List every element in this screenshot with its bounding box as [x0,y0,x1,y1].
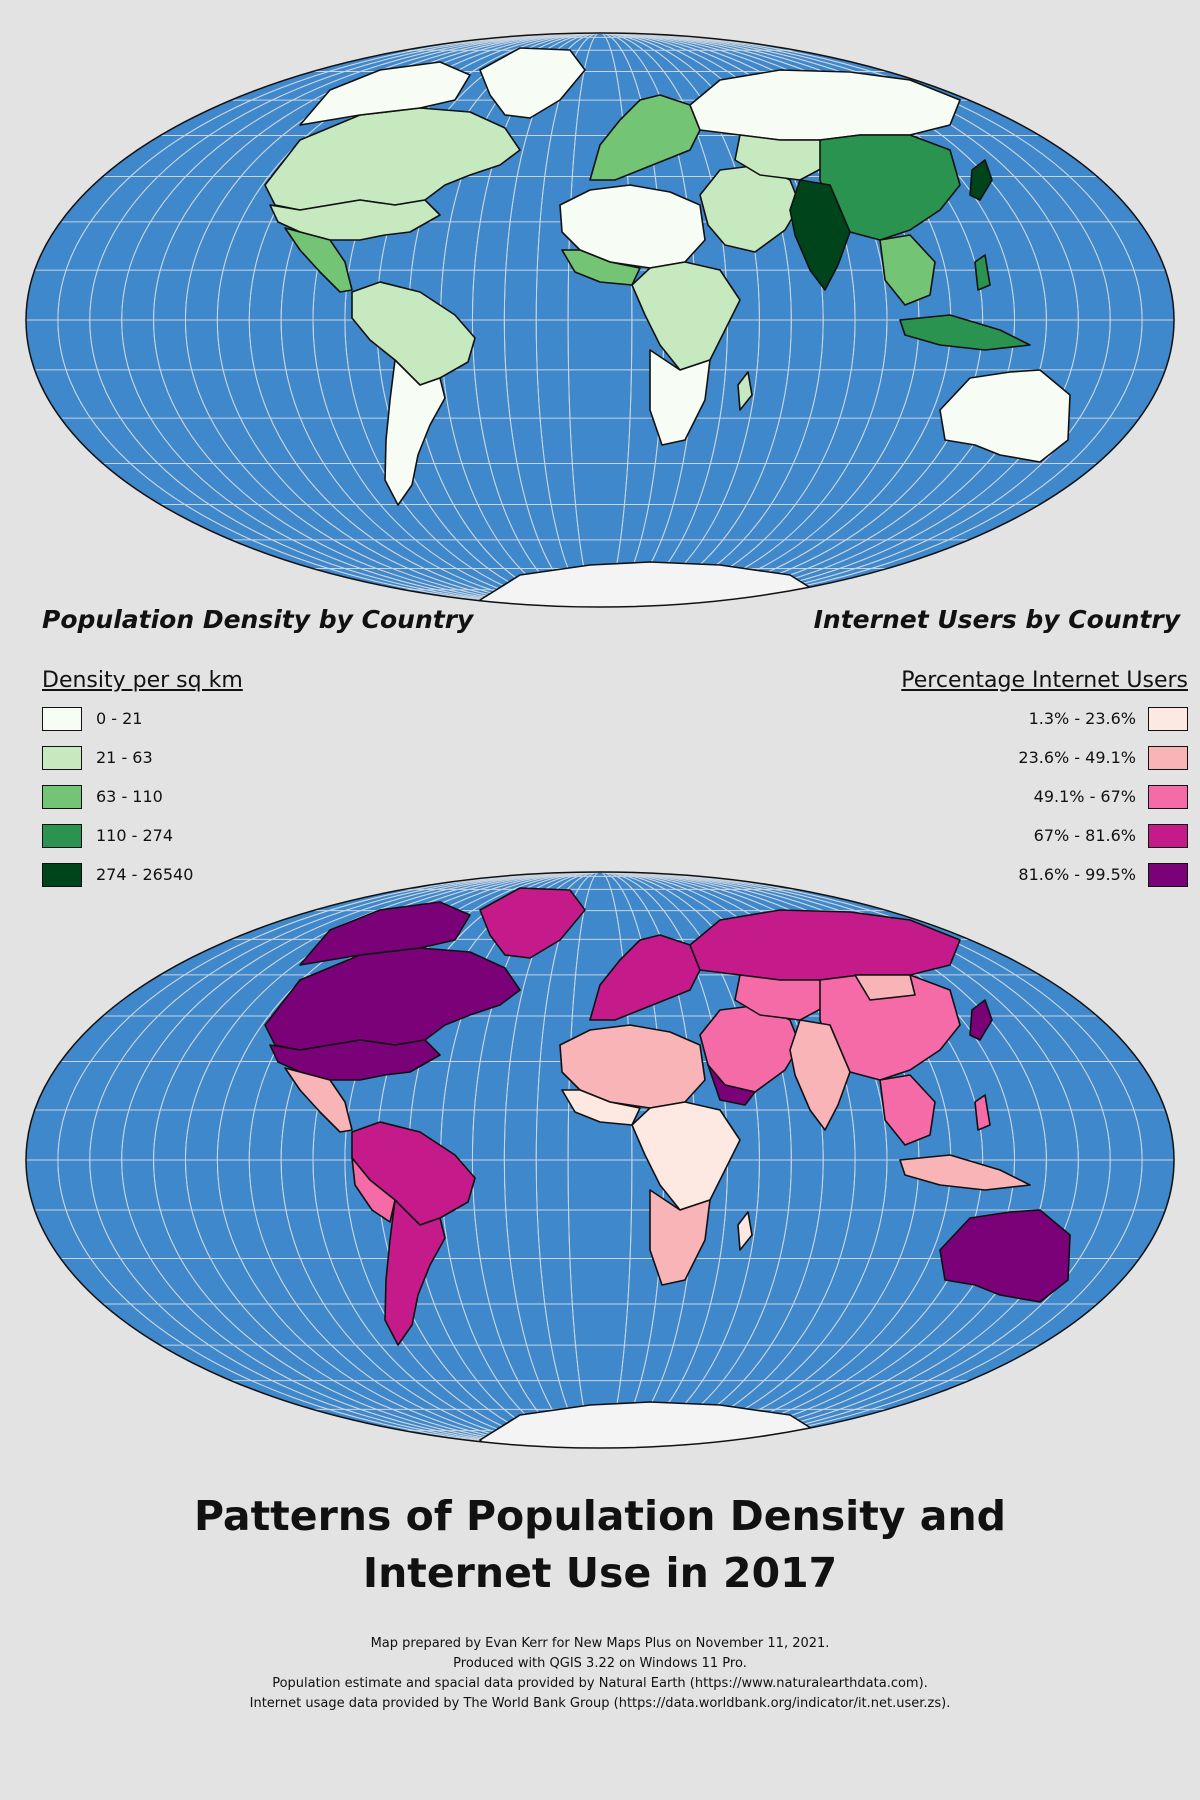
region-greenland [479,887,586,959]
legend-label: 21 - 63 [96,748,153,767]
density-legend: Density per sq km 0 - 21 21 - 63 63 - 11… [42,668,243,902]
region-north-africa [559,1024,706,1109]
legend-item: 67% - 81.6% [901,824,1188,863]
region-arctic-north-america [299,901,471,966]
region-philippines [974,1094,991,1131]
legend-label: 63 - 110 [96,787,163,806]
region-southern-south-america [384,1199,446,1346]
legend-label: 110 - 274 [96,826,174,845]
legend-item: 274 - 26540 [42,863,243,902]
credits: Map prepared by Evan Kerr for New Maps P… [0,1634,1200,1714]
legend-item: 21 - 63 [42,746,243,785]
region-indonesia [899,1154,1031,1191]
region-mexico-central-america [284,1067,353,1133]
region-greenland [479,47,586,119]
population-density-map [25,32,1175,608]
region-central-east-africa [631,1101,741,1211]
legend-label: 49.1% - 67% [1033,787,1136,806]
region-japan [969,999,993,1041]
region-japan [969,159,993,201]
region-indonesia [899,314,1031,351]
legend-swatch [1148,746,1188,770]
legend-label: 1.3% - 23.6% [1028,709,1136,728]
legend-swatch [42,824,82,848]
main-title-line2: Internet Use in 2017 [362,1549,838,1597]
legend-swatch [42,785,82,809]
credit-line: Produced with QGIS 3.22 on Windows 11 Pr… [453,1656,747,1671]
density-legend-title: Density per sq km [42,668,243,693]
legend-label: 274 - 26540 [96,865,194,884]
legend-item: 0 - 21 [42,707,243,746]
region-north-africa [559,184,706,269]
credit-line: Map prepared by Evan Kerr for New Maps P… [370,1636,830,1651]
region-central-east-africa [631,261,741,371]
region-southeast-asia [879,1074,936,1146]
region-west-africa [561,249,641,286]
legend-swatch [1148,824,1188,848]
region-mongolia [854,974,916,1001]
legend-item: 63 - 110 [42,785,243,824]
region-northern-south-america [351,281,476,386]
region-central-asia [734,134,829,181]
region-philippines [974,254,991,291]
legend-swatch [1148,785,1188,809]
region-madagascar [737,371,753,411]
region-new-zealand [1089,1304,1106,1336]
legend-swatch [42,746,82,770]
internet-section-title: Internet Users by Country [813,605,1180,634]
legend-item: 1.3% - 23.6% [901,707,1188,746]
legend-swatch [1148,707,1188,731]
region-west-africa [561,1089,641,1126]
region-central-asia [734,974,829,1021]
internet-users-map [25,871,1175,1449]
region-india [789,179,851,291]
legend-item: 110 - 274 [42,824,243,863]
legend-label: 0 - 21 [96,709,143,728]
legend-swatch [42,707,82,731]
credit-line: Population estimate and spacial data pro… [272,1676,928,1691]
region-australia [939,1209,1071,1303]
region-arctic-north-america [299,61,471,126]
legend-item: 23.6% - 49.1% [901,746,1188,785]
internet-legend: Percentage Internet Users 1.3% - 23.6% 2… [901,668,1188,902]
legend-swatch [42,863,82,887]
region-arabian-peninsula [707,1064,756,1106]
region-peru-bolivia [351,1157,396,1223]
legend-item: 81.6% - 99.5% [901,863,1188,902]
credit-line: Internet usage data provided by The Worl… [249,1696,951,1711]
region-new-zealand [1089,464,1106,496]
legend-label: 23.6% - 49.1% [1018,748,1136,767]
region-india [789,1019,851,1131]
population-section-title: Population Density by Country [42,605,474,634]
legend-swatch [1148,863,1188,887]
region-madagascar [737,1211,753,1251]
region-southern-south-america [384,359,446,506]
region-southeast-asia [879,234,936,306]
region-southern-africa [649,1189,711,1286]
main-title-line1: Patterns of Population Density and [193,1492,1007,1540]
region-russia [689,69,961,141]
legend-item: 49.1% - 67% [901,785,1188,824]
legend-label: 81.6% - 99.5% [1018,865,1136,884]
region-australia [939,369,1071,463]
main-title: Patterns of Population Density and Inter… [0,1488,1200,1602]
region-southern-africa [649,349,711,446]
region-mexico-central-america [284,227,353,293]
internet-legend-title: Percentage Internet Users [901,668,1188,693]
legend-label: 67% - 81.6% [1033,826,1136,845]
